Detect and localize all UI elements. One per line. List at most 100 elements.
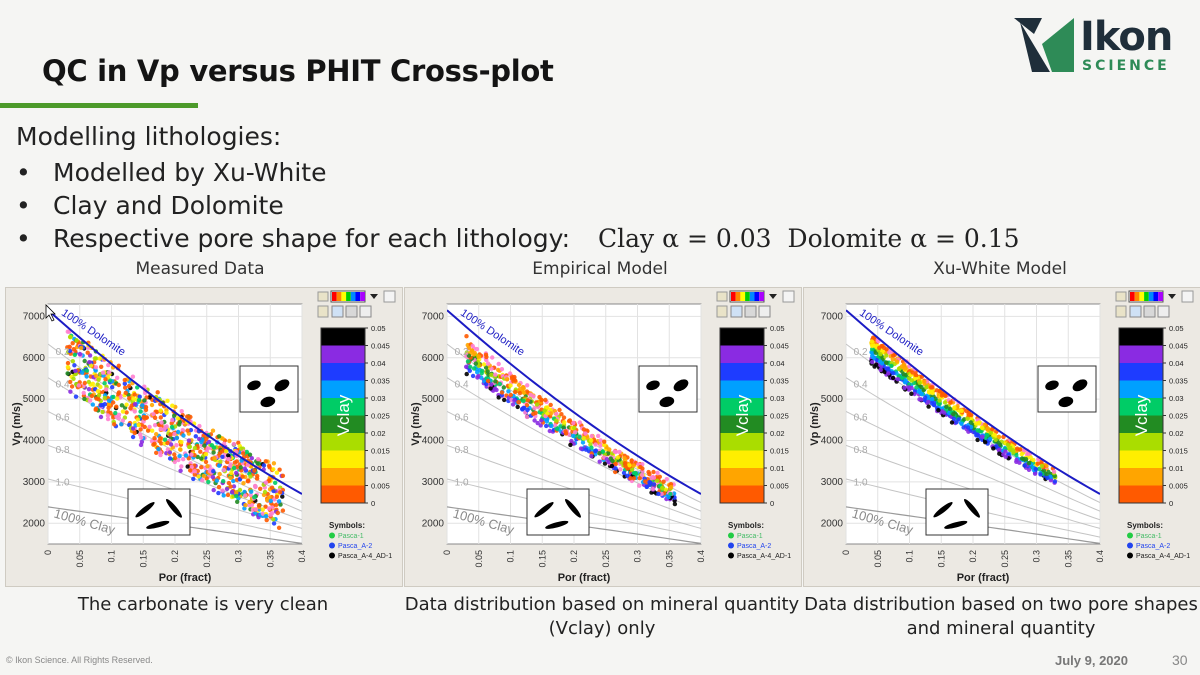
data-point	[507, 371, 513, 376]
settings-icon	[730, 305, 743, 318]
y-axis-label: Vp (m/s)	[410, 402, 422, 446]
legend-marker	[728, 532, 734, 539]
slide-number: 30	[1172, 652, 1188, 668]
legend-marker	[329, 542, 335, 549]
data-point	[178, 447, 183, 452]
clay-fraction-label: 0.8	[56, 445, 70, 456]
data-point	[613, 466, 618, 471]
clay-fraction-label: 0.6	[455, 412, 469, 423]
data-point	[930, 396, 935, 402]
y-tick-label: 2000	[821, 518, 844, 529]
data-point	[962, 417, 967, 422]
data-point	[158, 436, 163, 441]
x-tick-label: 0.15	[537, 550, 547, 568]
legend-marker	[1127, 532, 1133, 539]
data-point	[633, 471, 639, 476]
y-axis-label: Vp (m/s)	[809, 402, 821, 446]
data-point	[869, 339, 875, 344]
data-point	[212, 455, 217, 461]
sort-icon	[1115, 305, 1127, 318]
data-point	[1031, 457, 1036, 463]
data-point	[521, 398, 526, 404]
data-point	[666, 494, 671, 500]
data-point	[554, 426, 560, 431]
clay-pore-shape-icon	[526, 488, 590, 536]
data-point	[172, 452, 177, 457]
data-point	[909, 391, 914, 396]
data-point	[976, 433, 981, 438]
data-point	[204, 436, 209, 442]
data-point	[234, 459, 239, 464]
data-point	[177, 454, 182, 459]
data-point	[71, 347, 77, 352]
data-point	[130, 434, 136, 440]
data-point	[468, 364, 473, 370]
data-point	[135, 385, 140, 390]
bullet-list: • Modelled by Xu-White • Clay and Dolomite…	[16, 156, 1020, 255]
data-point	[521, 390, 527, 395]
data-point	[655, 470, 660, 476]
data-point	[200, 478, 205, 483]
data-point	[542, 408, 547, 413]
settings-icon	[1129, 305, 1142, 318]
x-tick-label: 0.35	[265, 550, 275, 568]
y-axis-label: Vp (m/s)	[11, 402, 23, 446]
dolomite-alpha: Dolomite α = 0.15	[787, 224, 1020, 253]
data-point	[870, 359, 875, 365]
data-point	[106, 370, 112, 375]
data-point	[276, 525, 282, 530]
colorbar-segment	[321, 433, 365, 451]
data-point	[496, 361, 501, 367]
y-tick-label: 3000	[422, 477, 445, 488]
data-point	[260, 507, 265, 512]
data-point	[165, 440, 170, 446]
data-point	[936, 408, 941, 413]
data-point	[589, 454, 594, 459]
data-point	[271, 461, 277, 466]
data-point	[256, 503, 262, 508]
data-point	[189, 464, 194, 470]
data-point	[261, 463, 267, 468]
scatter-layer	[65, 329, 286, 530]
data-point	[105, 413, 111, 418]
data-point	[982, 422, 987, 427]
data-point	[886, 371, 891, 376]
data-point	[647, 471, 652, 477]
data-point	[188, 414, 193, 420]
data-point	[1033, 466, 1038, 472]
data-point	[919, 384, 924, 390]
data-point	[120, 418, 126, 423]
curve-layer	[447, 309, 701, 544]
clay-fraction-label: 0.4	[854, 380, 868, 391]
data-point	[224, 486, 230, 492]
colorbar-tick-label: 0.005	[371, 482, 390, 491]
clay-fraction-label: 0.2	[854, 347, 868, 358]
data-point	[201, 473, 207, 479]
colorbar-segment	[720, 450, 764, 468]
data-point	[901, 372, 906, 377]
color-swatch-icon	[383, 290, 396, 303]
data-point	[179, 464, 184, 469]
data-point	[939, 409, 945, 414]
data-point	[637, 483, 642, 488]
colorbar-tick-label: 0.025	[1169, 412, 1188, 421]
data-point	[622, 455, 627, 461]
data-point	[271, 521, 277, 526]
data-point	[534, 402, 540, 407]
data-point	[92, 356, 98, 361]
data-point	[535, 420, 540, 426]
data-point	[72, 363, 77, 368]
data-point	[471, 352, 477, 357]
data-point	[561, 415, 567, 420]
data-point	[907, 382, 912, 387]
data-point	[647, 480, 652, 485]
slide-date: July 9, 2020	[1055, 653, 1128, 668]
data-point	[1026, 461, 1032, 466]
clay-alpha: Clay α = 0.03	[598, 224, 772, 253]
data-point	[895, 377, 901, 382]
data-point	[93, 368, 98, 373]
data-point	[249, 456, 254, 461]
data-point	[90, 402, 96, 407]
data-point	[93, 365, 99, 370]
data-point	[578, 446, 584, 451]
